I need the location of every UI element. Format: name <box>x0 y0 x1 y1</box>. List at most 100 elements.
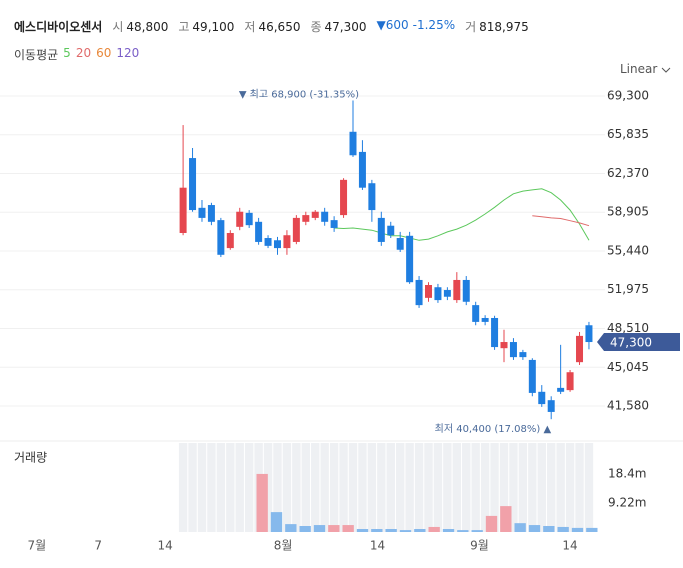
quote-value: 46,650 <box>258 20 301 34</box>
volume-bar <box>385 529 397 532</box>
candle-body <box>415 279 423 306</box>
volume-bar <box>528 525 541 532</box>
volume-backdrop <box>329 443 339 532</box>
volume-backdrop <box>244 443 254 532</box>
scale-mode[interactable]: Linear <box>620 62 671 76</box>
candle-body <box>340 179 348 216</box>
candle-body <box>528 359 536 393</box>
volume-bar <box>256 473 268 532</box>
ma-line <box>532 215 590 227</box>
candle-body <box>236 211 244 227</box>
volume-backdrop <box>311 443 320 532</box>
x-tick-label: 7월 <box>27 539 46 553</box>
candle-body <box>538 391 546 405</box>
quote-value: 49,100 <box>192 20 235 34</box>
volume-backdrop <box>188 443 197 532</box>
volume-backdrop <box>395 443 405 532</box>
ma-legend-item: 120 <box>116 46 140 60</box>
ma-title: 이동평균 <box>14 48 59 62</box>
candle-body <box>311 211 319 218</box>
ma-legend-item: 5 <box>63 46 71 60</box>
volume-bar <box>371 529 383 532</box>
y-tick-label: 55,440 <box>607 243 649 257</box>
candle-body <box>255 221 263 242</box>
volume-backdrop <box>575 443 584 532</box>
candle-body <box>396 238 404 250</box>
candle-body <box>283 235 291 249</box>
volume-backdrop <box>462 443 471 532</box>
scale-mode-label[interactable]: Linear <box>620 62 658 76</box>
volume-bar <box>514 523 526 532</box>
volume-bar <box>500 506 512 532</box>
y-tick-label: 48,510 <box>607 321 649 335</box>
y-tick-label: 51,975 <box>607 282 649 296</box>
stock-name: 에스디바이오센서 <box>14 20 103 34</box>
volume-backdrop <box>509 443 518 532</box>
candle-body <box>472 305 480 322</box>
volume-backdrop <box>226 443 235 532</box>
quote: 종 47,300 <box>310 18 366 35</box>
volume-bar <box>356 529 369 532</box>
volume-backdrop <box>178 443 188 532</box>
y-tick-label: 58,905 <box>607 205 649 219</box>
candle-body <box>179 187 187 233</box>
volume-backdrop <box>518 443 528 532</box>
volume-backdrop <box>339 443 348 532</box>
quote: 시 48,800 <box>112 18 168 35</box>
candle-body <box>453 279 461 301</box>
volume-backdrop <box>443 443 452 532</box>
volume-bar <box>399 530 412 532</box>
y-tick-label: 69,300 <box>607 88 649 102</box>
volume-backdrop <box>556 443 565 532</box>
volume-bar <box>328 525 340 532</box>
quote-value: 48,800 <box>126 20 169 34</box>
volume-bar <box>342 525 354 532</box>
volume-backdrop <box>263 443 273 532</box>
volume-bar <box>299 526 311 532</box>
volume-backdrop <box>490 443 499 532</box>
volume-backdrop <box>480 443 490 532</box>
quote-value: 47,300 <box>324 20 367 34</box>
candle-body <box>358 151 366 188</box>
y-tick-label: 65,835 <box>607 127 649 141</box>
volume-backdrop <box>235 443 244 532</box>
candle-body <box>425 284 433 298</box>
volume-backdrop <box>584 443 594 532</box>
candle-body <box>273 240 281 249</box>
volume-backdrop <box>405 443 414 532</box>
volume-bar <box>285 524 297 532</box>
candle-body <box>217 220 225 255</box>
candle-body <box>377 217 385 242</box>
quote: 저 46,650 <box>244 18 300 35</box>
x-tick-label: 14 <box>158 539 173 553</box>
candle-body <box>368 183 376 211</box>
volume-quote-label: 거 <box>465 20 477 34</box>
candle-body <box>585 325 593 343</box>
volume-backdrop <box>358 443 367 532</box>
candle-body <box>245 212 253 226</box>
candle-body <box>443 290 451 297</box>
volume-bar <box>571 527 584 532</box>
volume-backdrop <box>547 443 556 532</box>
chevron[interactable] <box>661 66 671 74</box>
x-tick-label: 14 <box>562 539 577 553</box>
volume-backdrop <box>320 443 329 532</box>
candle-body <box>349 131 357 156</box>
volume-backdrop <box>565 443 575 532</box>
quote: 고 49,100 <box>178 18 234 35</box>
change: ▼600 <box>376 18 409 32</box>
volume-bar <box>471 530 483 532</box>
volume-backdrop <box>216 443 226 532</box>
candle-body <box>576 335 584 363</box>
candle-body <box>226 232 234 249</box>
volume-backdrop <box>348 443 358 532</box>
volume-quote-value: 818,975 <box>479 20 529 34</box>
candle-body <box>434 287 442 301</box>
ma-legend: 이동평균 5 20 60 120 <box>14 46 139 63</box>
x-tick-label: 8월 <box>274 539 293 553</box>
x-tick-label: 7 <box>94 539 102 553</box>
volume-backdrop <box>207 443 216 532</box>
candle-body <box>387 225 395 236</box>
volume-bar <box>428 526 440 532</box>
